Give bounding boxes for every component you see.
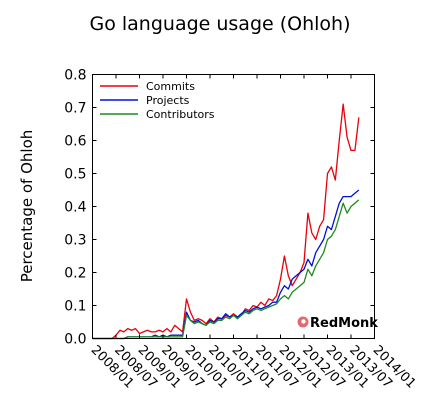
plot-area: [92, 103, 360, 340]
y-tick-label: 0.1: [64, 299, 86, 315]
y-tick-label: 0.0: [64, 332, 86, 348]
x-axis: 2008/012008/072009/012009/072010/012010/…: [88, 74, 418, 392]
y-tick-label: 0.8: [64, 68, 86, 84]
y-tick-label: 0.3: [64, 233, 86, 249]
chart-title: Go language usage (Ohloh): [89, 13, 350, 35]
series-line-commits: [92, 103, 360, 340]
watermark-text: RedMonk: [310, 316, 378, 331]
y-tick-label: 0.2: [64, 266, 86, 282]
legend-label-contributors: Contributors: [146, 108, 215, 121]
y-tick-label: 0.6: [64, 134, 86, 150]
y-axis: 0.0 0.1 0.2 0.3 0.4 0.5 0.6 0.7 0.8: [64, 68, 375, 348]
y-tick-label: 0.5: [64, 167, 86, 183]
y-tick-label: 0.4: [64, 200, 86, 216]
redmonk-watermark: RedMonk: [297, 316, 378, 331]
legend-label-commits: Commits: [146, 80, 195, 93]
legend-label-projects: Projects: [146, 94, 190, 107]
y-axis-label: Percentage of Ohloh: [18, 130, 36, 283]
y-tick-label: 0.7: [64, 101, 86, 117]
series-line-contributors: [92, 199, 360, 340]
